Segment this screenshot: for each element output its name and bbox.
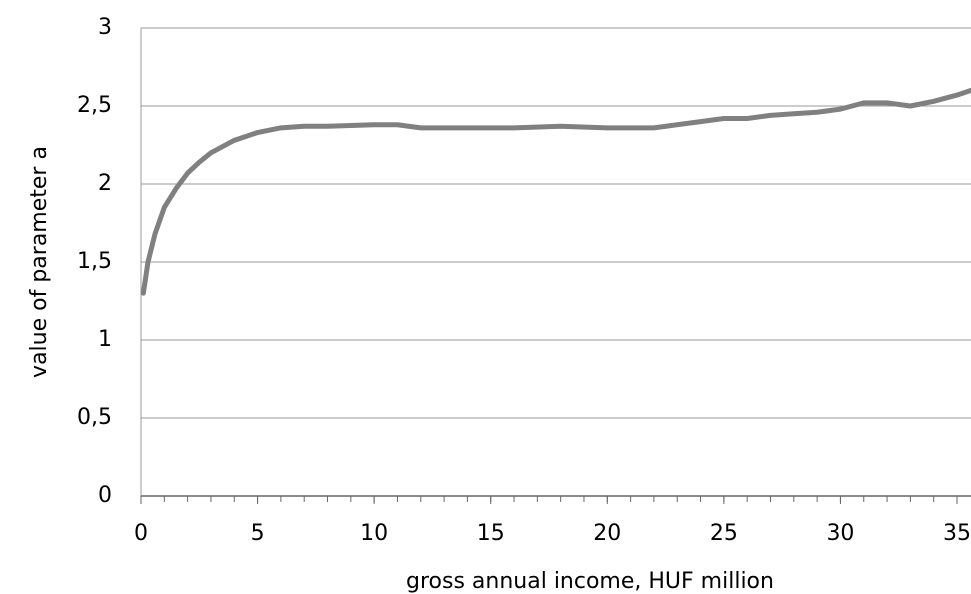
y-tick-label: 2 xyxy=(98,171,112,196)
y-tick-label: 1,5 xyxy=(77,249,112,274)
x-tick-label: 35 xyxy=(943,521,971,546)
y-tick-label: 0 xyxy=(98,483,112,508)
x-tick-label: 5 xyxy=(251,521,265,546)
y-tick-label: 1 xyxy=(98,327,112,352)
x-tick-label: 30 xyxy=(826,521,854,546)
x-tick-label: 25 xyxy=(710,521,738,546)
y-tick-label: 3 xyxy=(98,15,112,40)
y-tick-label: 0,5 xyxy=(77,405,112,430)
x-tick-label: 20 xyxy=(593,521,621,546)
y-tick-label: 2,5 xyxy=(77,93,112,118)
x-tick-label: 15 xyxy=(477,521,505,546)
y-axis-label: value of parameter a xyxy=(27,146,52,378)
x-tick-label: 0 xyxy=(134,521,148,546)
data-line xyxy=(140,87,971,296)
x-tick-label: 10 xyxy=(360,521,388,546)
x-axis-label: gross annual income, HUF million xyxy=(406,569,774,594)
